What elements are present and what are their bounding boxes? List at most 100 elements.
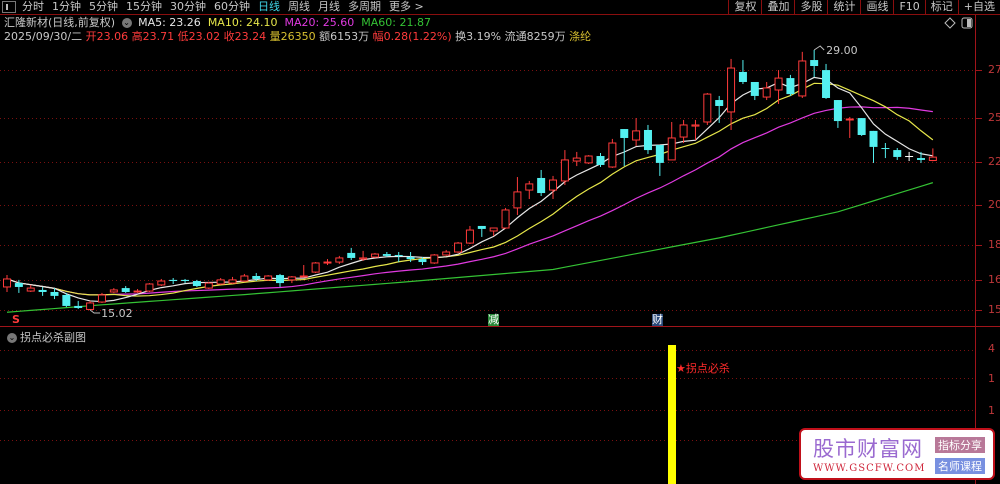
ma10-value: MA10: 24.10 [207,16,278,29]
period-tab[interactable]: 分时 [22,0,44,13]
toolbar: 分时 1分钟 5分钟 15分钟 30分钟 60分钟 日线 周线 月线 多周期 更多 > 复权 叠加 多股… [0,0,1000,15]
candle-body [418,259,427,263]
stock-title: 汇隆新材(日线,前复权) [4,16,116,29]
candle-body [74,305,83,308]
candle [359,250,368,261]
candle [549,175,558,199]
candle [845,116,854,138]
price-axis-label: 22 [988,155,1000,168]
wealth-signal-marker[interactable]: 财 [652,313,663,326]
candle-body [810,60,819,66]
date: 2025/09/30/二 [4,30,83,43]
indicator-share-badge[interactable]: 指标分享 [935,437,985,453]
sell-signal-marker[interactable]: S [12,313,20,326]
candle-body [157,280,166,286]
candle [465,225,474,244]
candle-body [204,282,213,289]
low: 低23.02 [177,30,221,43]
toolbar-button[interactable]: 叠加 [761,0,794,14]
candle-body [169,279,178,282]
candle [50,288,59,300]
candle-body [833,100,842,122]
candle [26,284,35,292]
low-marker-arrow [89,309,101,314]
subchart-title: ⌄ 拐点必杀副图 [4,329,86,345]
candle-body [145,283,154,292]
candle [38,286,47,296]
period-tab[interactable]: 5分钟 [89,0,118,13]
candle-body [655,145,664,163]
candle [691,119,700,141]
candle-body [525,183,534,191]
price-axis-label: 20 [988,198,1000,211]
candle-body [465,229,474,244]
candle-body [299,275,308,278]
candle-body [928,156,937,161]
watermark-url: WWW.GSCFW.COM [813,463,926,474]
ma10-line [6,82,934,297]
candle-body [691,124,700,127]
candle [501,207,510,229]
period-tab[interactable]: 周线 [288,0,310,13]
reduce-signal-marker[interactable]: 减 [488,313,499,326]
candle [786,74,795,96]
period-tab[interactable]: 60分钟 [214,0,250,13]
period-tab[interactable]: 多周期 [348,0,381,13]
candle-body [86,302,95,310]
period-tab[interactable]: 15分钟 [126,0,162,13]
candle [833,100,842,128]
candle [477,225,486,237]
candle [738,60,747,85]
candle [418,257,427,266]
toolbar-button[interactable]: 多股 [794,0,827,14]
period-tab[interactable]: 更多 > [389,0,424,13]
candle-body [382,254,391,256]
menu-icon[interactable] [2,1,16,13]
candle-body [228,279,237,284]
candle [643,124,652,154]
candle [347,247,356,260]
toolbar-button[interactable]: 标记 [924,0,958,14]
candle [3,275,11,292]
price-axis-label: 16 [988,273,1000,286]
candle [608,138,617,168]
candle [727,58,736,130]
candle-body [192,281,201,287]
open: 开23.06 [85,30,129,43]
panel-toggle-icon[interactable] [961,17,973,29]
concept-tag[interactable]: 涤纶 [569,30,592,43]
candle [74,300,83,309]
candle [916,151,925,163]
toolbar-button[interactable]: +自选 [957,0,1000,14]
diamond-icon[interactable] [944,17,956,29]
candle-body [881,148,890,150]
candle [822,63,831,99]
course-badge[interactable]: 名师课程 [935,458,985,474]
candle [881,143,890,159]
toolbar-button[interactable]: F10 [893,0,924,14]
candle-body [311,262,320,273]
chevron-down-icon[interactable]: ⌄ [7,333,17,343]
price-axis-label: 18 [988,238,1000,251]
candle-body [679,124,688,138]
candle [750,81,759,101]
toolbar-button[interactable]: 复权 [728,0,761,14]
candle-body [916,158,925,160]
period-tab[interactable]: 1分钟 [52,0,81,13]
candle [430,254,439,264]
period-tab[interactable]: 月线 [318,0,340,13]
candle-body [38,289,47,292]
toolbar-button[interactable]: 统计 [827,0,860,14]
candle [240,273,249,282]
period-tab[interactable]: 日线 [258,0,280,13]
candle-body [762,87,771,98]
candle [560,150,569,186]
chevron-down-icon[interactable]: ⌄ [121,18,132,28]
candle [121,286,130,293]
candle [928,148,937,162]
period-tab[interactable]: 30分钟 [170,0,206,13]
candle [287,275,296,284]
toolbar-button[interactable]: 画线 [860,0,893,14]
moving-average-lines [6,76,934,313]
